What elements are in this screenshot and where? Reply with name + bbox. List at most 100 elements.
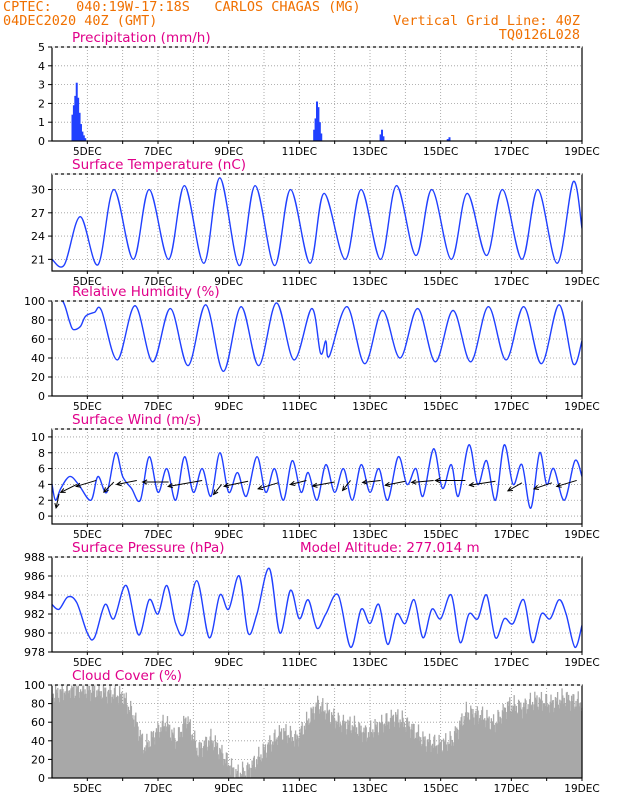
- cloud-bar: [298, 737, 300, 778]
- cloud-bar: [180, 731, 183, 778]
- x-tick-label: 9DEC: [214, 146, 243, 158]
- cloud-bar: [348, 720, 350, 778]
- y-tick-label: 27: [31, 207, 45, 220]
- cloud-bar: [244, 771, 246, 778]
- wind-arrow-head: [361, 479, 368, 485]
- cloud-bar: [400, 722, 403, 778]
- cloud-bar: [275, 741, 277, 778]
- wind-arrow: [556, 479, 577, 487]
- cloud-bar: [548, 705, 550, 778]
- cloud-bar: [169, 724, 171, 778]
- cloud-bar: [402, 717, 404, 778]
- cloud-bar: [498, 711, 500, 778]
- cloud-bar: [283, 731, 286, 778]
- y-tick-label: 5: [38, 41, 45, 54]
- panel-temp: 21 24 27 30 5DEC 7DEC 9DEC 11DEC 13DEC 15DEC 17DEC…: [31, 157, 600, 288]
- pressure-series-line: [52, 567, 582, 648]
- cloud-bar: [528, 708, 530, 778]
- cloud-bar: [210, 728, 212, 778]
- wind-arrow-head: [555, 482, 562, 488]
- cloud-bar: [274, 729, 276, 778]
- cloud-bar: [151, 732, 153, 778]
- cloud-bar: [386, 713, 388, 778]
- cloud-bar: [335, 720, 337, 778]
- cloud-bar: [70, 688, 72, 778]
- x-tick-label: 7DEC: [144, 657, 173, 669]
- cloud-bar: [448, 743, 451, 778]
- cloud-bar: [78, 692, 80, 778]
- cloud-bar: [219, 749, 222, 778]
- cloud-bar: [75, 685, 77, 778]
- cloud-bar: [291, 737, 294, 778]
- x-tick-label: 5DEC: [73, 529, 102, 541]
- cloud-bar: [275, 739, 278, 778]
- cloud-bar: [193, 739, 195, 778]
- precip-bar: [81, 131, 84, 141]
- cloud-bar: [82, 685, 84, 778]
- cloud-bar: [524, 698, 526, 778]
- cloud-bar: [342, 714, 345, 778]
- cloud-bar: [111, 696, 113, 778]
- cloud-bar: [566, 691, 568, 778]
- y-tick-label: 2: [38, 494, 45, 507]
- cloud-bar: [462, 724, 465, 778]
- cloud-bar: [320, 711, 322, 778]
- cloud-bar: [510, 713, 512, 778]
- cloud-bar: [343, 723, 345, 778]
- cloud-bar: [363, 727, 365, 778]
- cloud-bar: [248, 764, 250, 778]
- x-tick-label: 9DEC: [214, 529, 243, 541]
- wind-arrow-head: [311, 482, 318, 488]
- cloud-bar: [453, 745, 455, 778]
- cloud-bar: [464, 719, 466, 778]
- cloud-bar: [105, 696, 108, 778]
- y-tick-label: 0: [38, 135, 45, 148]
- precip-bar: [318, 122, 321, 141]
- cloud-bar: [208, 745, 211, 778]
- cloud-bar: [84, 689, 86, 778]
- cloud-bar: [74, 695, 77, 778]
- cloud-bar: [476, 714, 478, 778]
- cloud-bar: [244, 775, 247, 778]
- cloud-bar: [505, 719, 507, 778]
- cloud-bar: [416, 738, 418, 778]
- cloud-bar: [312, 706, 314, 778]
- cloud-bar: [395, 717, 398, 778]
- wind-arrow-head: [141, 479, 148, 485]
- cloud-bar: [553, 712, 555, 778]
- cloud-bar: [386, 724, 389, 778]
- x-tick-label: 9DEC: [214, 276, 243, 288]
- cloud-bar: [227, 766, 229, 778]
- cloud-bar: [316, 705, 318, 778]
- cloud-bar: [540, 691, 543, 778]
- cloud-bar: [68, 690, 71, 778]
- cloud-bar: [522, 707, 524, 778]
- cloud-bar: [358, 723, 361, 778]
- cloud-bar: [110, 690, 112, 778]
- precip-bar: [446, 139, 449, 141]
- cloud-bar: [252, 764, 254, 778]
- cloud-bar: [560, 700, 562, 778]
- cloud-bar: [90, 701, 92, 778]
- cloud-bar: [280, 728, 283, 778]
- cloud-bar: [243, 776, 245, 778]
- cloud-bar: [542, 703, 545, 778]
- y-tick-label: 1: [38, 116, 45, 129]
- cloud-bar: [444, 740, 446, 778]
- cloud-bar: [93, 685, 95, 778]
- cloud-bar: [523, 706, 526, 778]
- cloud-bar: [439, 742, 441, 778]
- cloud-bar: [185, 728, 188, 778]
- cloud-bar: [414, 738, 416, 778]
- cloud-bar: [498, 721, 501, 778]
- cloud-bar: [280, 731, 282, 778]
- cloud-bar: [383, 723, 386, 778]
- panel-wind: 0 2 4 6 8 10 5DEC 7DEC 9DEC 11DEC 13DEC 15DEC 17DEC 1…: [31, 412, 600, 541]
- cloud-bar: [373, 732, 375, 778]
- cloud-bar: [149, 747, 151, 778]
- cloud-bar: [183, 715, 185, 778]
- cloud-bar: [359, 730, 361, 778]
- cloud-bar: [233, 767, 235, 778]
- cloud-bar: [102, 697, 104, 778]
- cloud-bar: [112, 694, 114, 778]
